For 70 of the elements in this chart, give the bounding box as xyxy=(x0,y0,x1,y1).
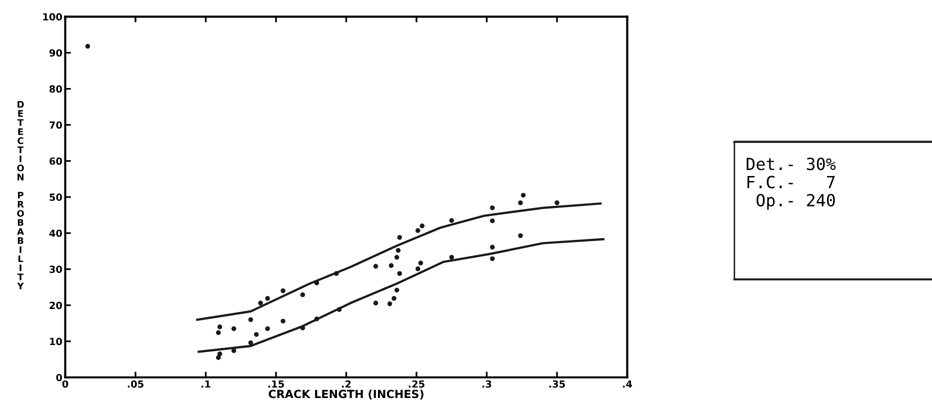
point xyxy=(373,300,378,306)
point xyxy=(449,218,454,223)
point xyxy=(397,271,402,276)
point xyxy=(418,260,424,266)
point xyxy=(334,271,339,276)
point xyxy=(490,205,495,210)
point xyxy=(300,292,306,298)
y-tick-label: 20 xyxy=(50,302,62,310)
y-tick-label: 10 xyxy=(50,338,62,346)
point xyxy=(248,317,254,322)
point xyxy=(314,316,320,322)
point xyxy=(336,307,342,312)
y-tick-label: 90 xyxy=(49,49,62,57)
point xyxy=(216,330,221,336)
point xyxy=(217,324,222,330)
point xyxy=(392,296,396,301)
x-tick-label: .3 xyxy=(482,380,492,388)
point xyxy=(258,300,263,306)
point xyxy=(85,44,90,49)
point xyxy=(248,340,254,346)
x-tick-label: .1 xyxy=(202,380,210,388)
x-tick-label: .25 xyxy=(408,380,424,388)
text: Op.- 240 xyxy=(756,194,835,210)
y-tick-label: 60 xyxy=(50,157,62,165)
point xyxy=(554,200,560,206)
point xyxy=(415,266,420,272)
y-tick-label: 80 xyxy=(50,85,62,93)
y-tick-label: 70 xyxy=(50,121,62,129)
x-tick-label: .05 xyxy=(128,380,144,388)
x-tick-label: .4 xyxy=(623,380,632,388)
x-tick-label: .2 xyxy=(342,380,351,388)
x-tick-label: 0 xyxy=(62,380,68,388)
point xyxy=(518,233,523,238)
point xyxy=(265,296,270,301)
point xyxy=(394,288,400,292)
line-series xyxy=(198,238,604,353)
point xyxy=(520,192,526,198)
point xyxy=(449,254,454,260)
x-tick-label: .35 xyxy=(549,380,565,388)
point xyxy=(490,244,495,250)
point xyxy=(265,326,270,332)
point xyxy=(231,326,236,332)
y-tick-label: 0 xyxy=(56,374,62,382)
text: DETECTION PROBABILITY xyxy=(17,101,24,290)
point xyxy=(397,235,402,240)
point xyxy=(420,223,425,228)
point xyxy=(388,263,394,268)
y-tick-label: 40 xyxy=(49,230,62,237)
x-tick-label: .15 xyxy=(268,380,284,388)
point xyxy=(415,228,420,233)
x-axis-title: CRACK LENGTH (INCHES) xyxy=(268,390,424,400)
y-tick-label: 50 xyxy=(50,194,62,201)
point xyxy=(217,352,222,356)
point xyxy=(216,355,221,360)
point xyxy=(254,332,259,337)
point xyxy=(490,256,495,262)
y-tick-label: 100 xyxy=(43,13,62,21)
text: F.C.- 7 xyxy=(747,176,835,188)
line-series xyxy=(196,202,602,321)
point xyxy=(280,288,286,294)
text: Det.- 30% xyxy=(746,158,836,170)
point xyxy=(387,301,392,306)
point xyxy=(394,254,400,260)
y-tick-label: 30 xyxy=(50,266,62,274)
point xyxy=(518,200,523,206)
point xyxy=(396,248,401,253)
point xyxy=(373,264,378,269)
point xyxy=(231,348,236,354)
point xyxy=(280,318,286,324)
point xyxy=(490,218,495,224)
